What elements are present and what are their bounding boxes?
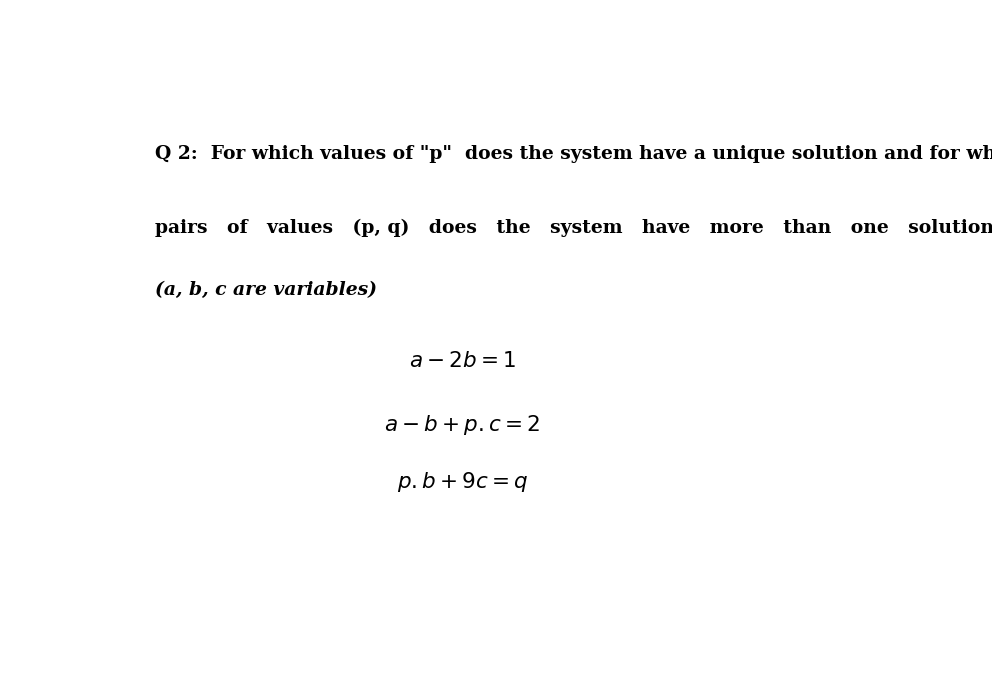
Text: $p.b + 9c = q$: $p.b + 9c = q$ <box>397 471 528 494</box>
Text: pairs   of   values   (p, q)   does   the   system   have   more   than   one   : pairs of values (p, q) does the system h… <box>155 218 992 237</box>
Text: $a - b + p.c = 2$: $a - b + p.c = 2$ <box>384 413 541 436</box>
Text: (a, b, c are variables): (a, b, c are variables) <box>155 282 377 299</box>
Text: $a - 2b = 1$: $a - 2b = 1$ <box>409 350 516 372</box>
Text: Q 2:  For which values of "p"  does the system have a unique solution and for wh: Q 2: For which values of "p" does the sy… <box>155 145 992 163</box>
